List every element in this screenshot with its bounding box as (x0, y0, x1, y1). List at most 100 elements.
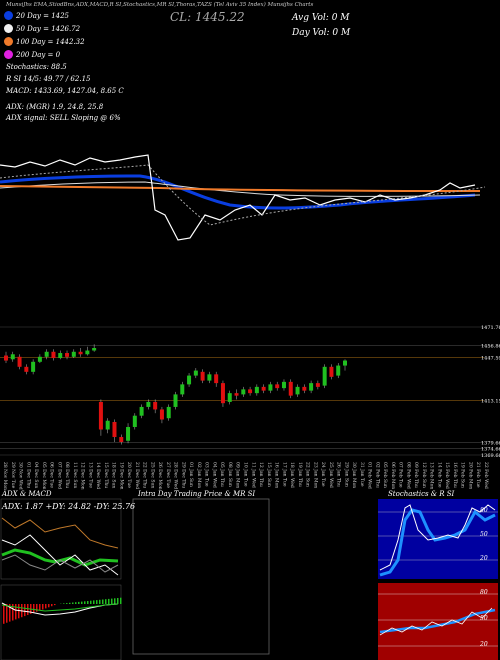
candle-body (336, 365, 341, 376)
candle-body (295, 386, 300, 395)
date-label: 18 Dec Sun (111, 462, 117, 488)
date-label: 15 Feb Wed (444, 462, 450, 489)
macd-histogram-bar (96, 600, 98, 604)
candle-body (173, 394, 178, 407)
candle-body (58, 353, 63, 359)
legend-label: 100 Day = 1442.32 (16, 37, 85, 46)
macd-histogram-bar (45, 604, 47, 609)
candle-body (146, 401, 151, 407)
date-label: 28 Dec Wed (173, 462, 179, 489)
candle-body (180, 384, 185, 395)
date-label: 22 Dec Thu (142, 462, 148, 488)
date-label: 31 Jan Tue (359, 462, 365, 487)
candle-body (71, 351, 76, 357)
date-label: 23 Jan Mon (312, 462, 318, 488)
date-label: 29 Jan Sun (343, 462, 349, 487)
macd-signal-line (1, 603, 119, 612)
date-label: 26 Dec Mon (157, 462, 163, 490)
adx-line-green (1, 548, 119, 567)
date-label: 19 Feb Sun (460, 462, 466, 488)
date-label: 11 Dec Sun (72, 462, 78, 488)
candle-body (302, 386, 307, 391)
date-label: 07 Dec Wed (56, 462, 62, 489)
candle-body (193, 370, 198, 376)
macd-histogram-bar (39, 604, 41, 611)
date-label: 22 Jan Sun (305, 462, 311, 487)
macd-histogram-bar (120, 597, 122, 604)
macd-histogram-bar (66, 603, 68, 604)
date-label: 09 Jan Mon (235, 462, 241, 488)
candle-body (288, 381, 293, 396)
macd-histogram-bar (90, 600, 92, 604)
stochastics-rsi-title: Stochastics & R SI (388, 490, 455, 498)
candle-body (85, 350, 90, 355)
date-label: 24 Jan Tue (320, 462, 326, 487)
date-label: 13 Dec Tue (87, 462, 93, 488)
price-line (0, 154, 476, 241)
candle-body (343, 360, 347, 366)
date-label: 30 Jan Mon (351, 462, 357, 488)
macd-histogram-bar (78, 601, 80, 604)
price-label: 1374.66 (481, 447, 500, 453)
legend-ema100: 100 Day = 1442.32 (4, 37, 85, 46)
day-volume: Day Vol: 0 M (292, 28, 351, 38)
candle-body (159, 409, 164, 420)
rsi-value: R SI 14/5: 49.77 / 62.15 (6, 75, 91, 83)
legend-label: 20 Day = 1425 (16, 11, 70, 20)
candle-body (51, 351, 56, 359)
rsi-level-20: 20 (480, 641, 488, 648)
candle-body (275, 384, 280, 389)
macd-histogram-bar (51, 604, 53, 607)
ema200-swatch (4, 50, 13, 59)
macd-histogram-bar (15, 604, 17, 620)
date-label: 29 Nov Tue (10, 462, 16, 489)
candle-body (261, 386, 266, 391)
macd-histogram-bar (18, 604, 20, 619)
adx-line-white2 (1, 554, 119, 573)
adx-line-orange (1, 517, 119, 549)
candle-body (281, 381, 286, 389)
date-label: 15 Jan Sun (266, 462, 272, 487)
macd-histogram-bar (111, 598, 113, 604)
candle-body (10, 354, 15, 360)
candle-body (322, 366, 327, 386)
macd-histogram-bar (75, 602, 77, 604)
legend-label: 200 Day = 0 (16, 50, 61, 59)
date-label: 16 Feb Thu (452, 462, 458, 488)
legend-ema200: 200 Day = 0 (4, 50, 60, 59)
candle-body (31, 361, 36, 372)
date-label: 06 Dec Tue (49, 462, 55, 488)
date-label: 21 Dec Wed (134, 462, 140, 489)
date-label: 11 Jan Wed (250, 462, 256, 488)
macd-histogram-bar (105, 599, 107, 604)
rsi-level-50: 50 (480, 615, 488, 622)
candle-body (44, 351, 49, 357)
candle-body (227, 393, 232, 402)
price-label: 1369.66 (481, 453, 500, 459)
macd-histogram-bar (63, 603, 65, 604)
date-label: 20 Feb Mon (467, 462, 473, 489)
chart-header: MunsiJhs EMA,StiodBns,ADX,MACD,R SI,Stoc… (6, 2, 314, 8)
macd-histogram-bar (42, 604, 44, 610)
legend-ema50: 50 Day = 1426.72 (4, 24, 80, 33)
date-label: 03 Jan Tue (204, 462, 210, 487)
date-label: 08 Dec Thu (64, 462, 70, 488)
stoch-level-80: 80 (480, 507, 488, 514)
ema20-swatch (4, 11, 13, 20)
date-label: 28 Nov Mon (2, 462, 8, 490)
macd-histogram-bar (81, 601, 83, 604)
adx-macd-title: ADX & MACD (2, 490, 52, 498)
close-price: CL: 1445.22 (170, 10, 245, 24)
macd-histogram-bar (84, 601, 86, 604)
price-label: 1413.15 (481, 398, 500, 404)
rsi-panel (378, 583, 498, 660)
candle-body (105, 420, 110, 430)
date-label: 08 Jan Sun (227, 462, 233, 487)
macd-histogram-bar (36, 604, 38, 612)
legend-ema20: 20 Day = 1425 (4, 11, 69, 20)
date-label: 01 Feb Wed (367, 462, 373, 489)
adx-value: ADX: (MGR) 1.9, 24.8, 25.8 (6, 103, 104, 111)
date-label: 15 Dec Thu (103, 462, 109, 488)
adx-signal: ADX signal: SELL Sloping @ 6% (6, 114, 121, 122)
